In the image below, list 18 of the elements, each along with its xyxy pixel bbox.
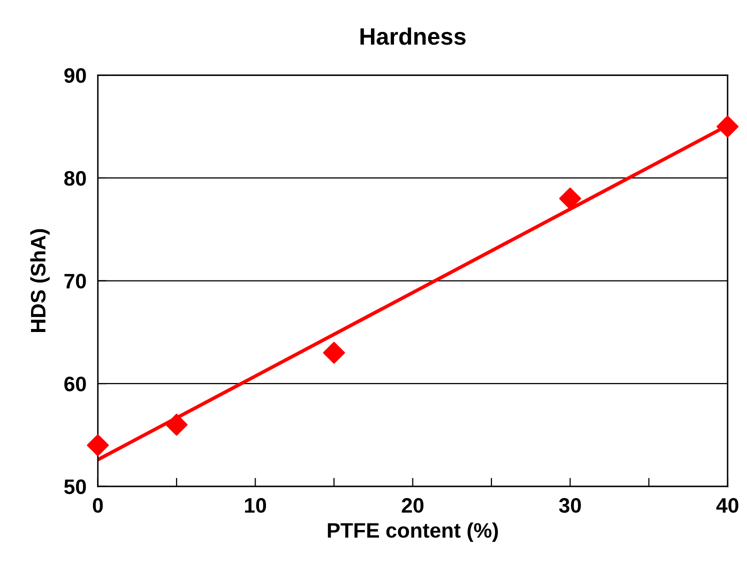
- chart-title: Hardness: [360, 28, 466, 45]
- y-tick-label: 50: [64, 479, 86, 494]
- y-tick-label: 60: [64, 376, 86, 392]
- y-axis-title: HDS (ShA): [30, 229, 50, 332]
- x-tick-label: 40: [716, 498, 738, 513]
- x-tick-label: 0: [92, 498, 103, 513]
- y-tick-label: 80: [64, 170, 86, 186]
- y-tick-label: 70: [64, 274, 86, 289]
- y-tick-label: 90: [64, 68, 86, 83]
- x-tick-label: 20: [402, 498, 424, 513]
- x-tick-label: 10: [245, 498, 266, 513]
- point: [166, 414, 188, 436]
- point: [716, 116, 739, 138]
- point: [86, 434, 109, 456]
- point: [323, 342, 345, 364]
- x-tick-label: 30: [559, 498, 581, 513]
- point: [559, 188, 582, 210]
- x-axis-title: PTFE content (%): [328, 522, 498, 542]
